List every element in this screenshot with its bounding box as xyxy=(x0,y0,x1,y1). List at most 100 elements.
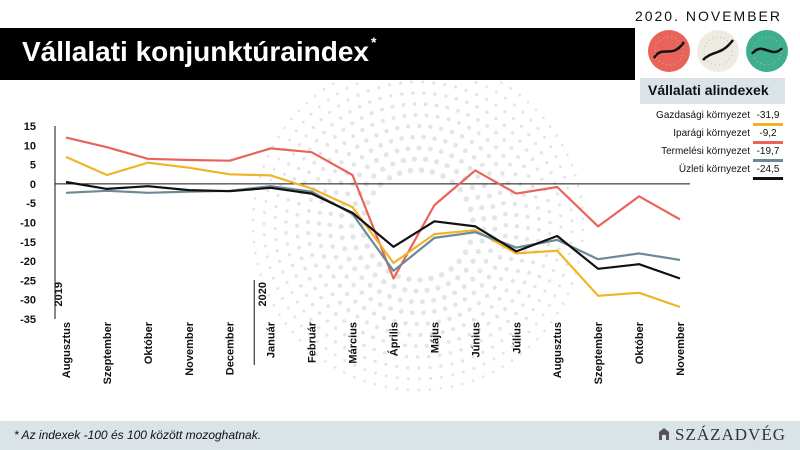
background-dot xyxy=(482,362,486,366)
background-dot xyxy=(302,309,306,313)
background-dot xyxy=(416,145,422,151)
background-dot xyxy=(390,104,395,109)
background-dot xyxy=(475,248,482,255)
background-dot xyxy=(428,124,433,130)
background-dot xyxy=(262,222,266,226)
background-dot xyxy=(555,258,559,262)
background-dot xyxy=(271,145,275,148)
background-dot xyxy=(342,333,347,337)
background-dot xyxy=(511,116,516,121)
y-tick-label: 0 xyxy=(30,179,36,191)
background-dot xyxy=(355,82,359,86)
background-dot xyxy=(493,145,499,150)
background-dot xyxy=(437,353,442,357)
background-dot xyxy=(449,153,455,159)
background-dot xyxy=(510,131,515,135)
background-dot xyxy=(479,162,485,168)
x-tick-label: Január xyxy=(266,321,278,358)
background-dot xyxy=(310,252,315,258)
background-dot xyxy=(547,209,552,214)
background-dot xyxy=(581,228,585,232)
background-dot xyxy=(306,346,310,350)
background-dot xyxy=(338,224,344,230)
background-dot xyxy=(365,199,371,206)
background-dot xyxy=(434,103,439,108)
background-dot xyxy=(398,81,403,85)
background-dot xyxy=(328,233,334,239)
background-dot xyxy=(274,204,278,209)
background-dot xyxy=(378,302,383,307)
series-line xyxy=(65,180,681,280)
background-dot xyxy=(479,204,485,211)
background-dot xyxy=(418,377,421,381)
background-dot xyxy=(455,108,460,113)
background-dot xyxy=(305,101,309,105)
background-dot xyxy=(443,82,447,87)
background-dot xyxy=(345,191,351,197)
background-dot xyxy=(471,290,477,296)
background-dot xyxy=(561,302,565,305)
background-dot xyxy=(285,242,290,246)
background-dot xyxy=(462,297,468,302)
background-dot xyxy=(319,295,324,300)
background-dot xyxy=(429,169,436,175)
background-dot xyxy=(440,330,445,335)
background-dot xyxy=(487,248,494,254)
background-dot xyxy=(562,273,565,277)
background-dot xyxy=(264,200,268,203)
background-dot xyxy=(472,367,476,370)
background-dot xyxy=(486,321,491,326)
background-dot xyxy=(402,113,407,118)
background-dot xyxy=(299,256,304,261)
background-dot xyxy=(361,305,367,311)
background-dot xyxy=(426,354,431,359)
background-dot xyxy=(457,312,463,318)
background-dot xyxy=(407,167,414,174)
background-dot xyxy=(424,343,429,348)
background-dot xyxy=(470,258,476,264)
background-dot xyxy=(295,300,300,304)
background-dot xyxy=(549,171,553,175)
background-dot xyxy=(459,348,463,352)
background-dot xyxy=(373,132,379,138)
background-dot xyxy=(514,224,520,229)
background-dot xyxy=(422,156,429,163)
background-dot xyxy=(453,143,458,148)
background-dot xyxy=(380,166,386,172)
background-dot xyxy=(352,201,359,207)
background-dot xyxy=(428,365,432,370)
background-dot xyxy=(293,315,297,319)
background-dot xyxy=(469,343,474,348)
background-dot xyxy=(506,319,510,324)
background-dot xyxy=(576,184,580,188)
background-dot xyxy=(569,241,573,245)
background-dot xyxy=(494,103,498,107)
background-dot xyxy=(298,338,302,342)
background-dot xyxy=(467,125,472,130)
background-dot xyxy=(351,134,356,139)
background-dot xyxy=(273,226,277,231)
background-dot xyxy=(358,255,364,261)
background-dot xyxy=(283,126,287,130)
background-dot xyxy=(312,160,317,165)
background-dot xyxy=(299,284,303,288)
background-dot xyxy=(541,313,545,317)
background-dot xyxy=(421,134,427,140)
background-dot xyxy=(567,252,571,256)
background-dot xyxy=(391,283,397,290)
background-dot xyxy=(333,254,339,260)
background-dot xyxy=(307,242,312,247)
background-dot xyxy=(282,172,286,176)
background-dot xyxy=(565,186,569,190)
background-dot xyxy=(331,274,336,279)
legend-title: Vállalati alindexek xyxy=(648,82,769,98)
background-dot xyxy=(339,235,345,241)
background-dot xyxy=(392,318,397,324)
background-dot xyxy=(469,139,475,145)
background-dot xyxy=(519,338,523,342)
background-dot xyxy=(457,187,464,193)
background-dot xyxy=(278,259,282,264)
background-dot xyxy=(343,346,347,350)
background-dot xyxy=(475,117,480,122)
